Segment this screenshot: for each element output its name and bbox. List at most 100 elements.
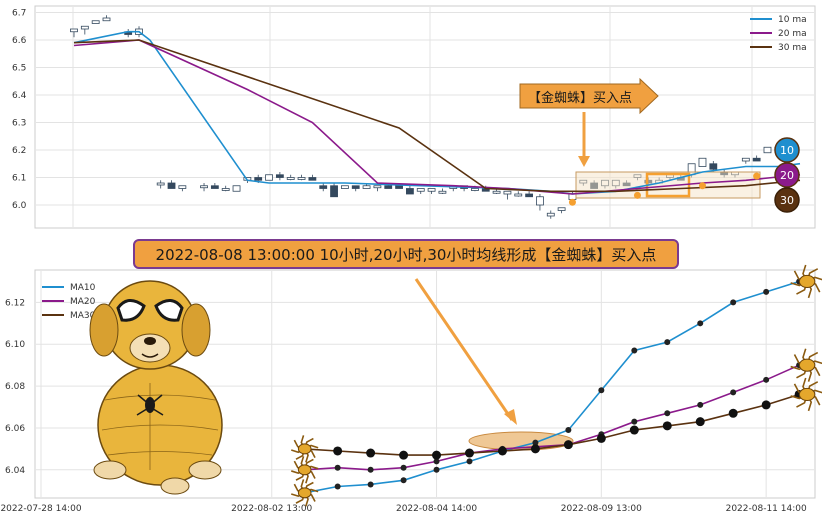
badge-10 bbox=[774, 137, 800, 163]
candle-body bbox=[427, 188, 436, 192]
spider-dog-mascot bbox=[89, 280, 223, 495]
buy-zone-box bbox=[575, 171, 761, 199]
top-buy-dot bbox=[568, 198, 576, 206]
badge-10-label: 10 bbox=[780, 144, 794, 157]
candle-body bbox=[178, 185, 187, 189]
bottom-point-MA10 bbox=[433, 466, 440, 473]
spider-left-ma30 bbox=[291, 435, 319, 463]
badge-30 bbox=[774, 187, 800, 213]
candle-body bbox=[395, 185, 403, 189]
legend-label-MA10: MA10 bbox=[70, 283, 96, 293]
mascot-web-line-4 bbox=[107, 451, 213, 456]
bottom-point-MA10 bbox=[400, 477, 407, 484]
top-buy-dot bbox=[753, 172, 761, 180]
legend-label-MA20: MA20 bbox=[70, 297, 96, 307]
candle-body bbox=[557, 207, 566, 211]
spider-body bbox=[798, 274, 816, 289]
spider-right-ma30 bbox=[790, 377, 822, 412]
candle-body bbox=[254, 177, 263, 181]
candle-body bbox=[514, 193, 523, 197]
bottom-series-MA10 bbox=[304, 280, 800, 494]
candle-body bbox=[319, 185, 328, 189]
bottom-x-tick-label: 2022-08-09 13:00 bbox=[561, 504, 642, 514]
top-y-tick-label: 6.0 bbox=[12, 201, 27, 211]
bottom-point-MA30 bbox=[728, 408, 738, 418]
bottom-point-MA30 bbox=[530, 444, 540, 454]
candle-body bbox=[698, 157, 707, 167]
bottom-y-ticks: 6.12 6.10 6.08 6.06 6.04 bbox=[5, 298, 25, 475]
badge-20-label: 20 bbox=[780, 169, 794, 182]
bottom-point-MA30 bbox=[695, 417, 705, 427]
top-chart-panel: 6.7 6.6 6.5 6.4 6.3 6.2 6.1 6.0 10 ma 20 ma 30 … bbox=[12, 5, 816, 229]
bottom-point-MA10 bbox=[598, 387, 605, 394]
banner-pointer-head bbox=[504, 409, 517, 425]
bottom-x-tick-label: 2022-08-11 14:00 bbox=[726, 504, 807, 514]
candle-body bbox=[80, 25, 89, 30]
legend-label-30ma: 30 ma bbox=[778, 43, 807, 53]
ma-badges: 10 20 30 bbox=[774, 137, 800, 213]
bottom-y-tick-label: 6.10 bbox=[5, 340, 25, 350]
spider-left-ma10 bbox=[291, 479, 319, 507]
mascot-ear-left bbox=[89, 303, 119, 357]
bottom-x-tick-label: 2022-08-02 13:00 bbox=[231, 504, 312, 514]
candle-body bbox=[286, 177, 295, 180]
bottom-point-MA30 bbox=[596, 433, 606, 443]
badge-30-label: 30 bbox=[780, 194, 794, 207]
bottom-series-MA20 bbox=[304, 364, 800, 471]
bottom-point-MA30 bbox=[497, 446, 507, 456]
candle-body bbox=[503, 190, 512, 195]
bottom-point-MA30 bbox=[432, 450, 442, 460]
mascot-muzzle bbox=[129, 333, 171, 363]
mascot-paw-front bbox=[160, 477, 190, 495]
bottom-point-MA30 bbox=[399, 450, 409, 460]
top-y-tick-label: 6.5 bbox=[12, 64, 26, 74]
bottom-ma-lines bbox=[300, 278, 804, 496]
mascot-paw-right bbox=[188, 460, 222, 480]
top-callout-arrow-shape bbox=[519, 77, 659, 115]
top-ma-lines bbox=[73, 30, 801, 206]
bottom-point-MA10 bbox=[730, 299, 737, 306]
mascot-web-line-2 bbox=[104, 394, 216, 401]
top-series-30ma bbox=[73, 39, 801, 193]
bottom-point-MA30 bbox=[366, 448, 376, 458]
spider-body bbox=[798, 358, 816, 372]
candle-body bbox=[546, 212, 555, 217]
bottom-point-MA10 bbox=[664, 339, 671, 346]
bottom-point-MA20 bbox=[664, 410, 671, 417]
bottom-point-MA30 bbox=[563, 440, 573, 450]
candle-body bbox=[351, 185, 360, 189]
candle-body bbox=[167, 182, 176, 189]
top-callout: 【金蜘蛛】买入点 bbox=[519, 77, 659, 167]
candle-body bbox=[362, 185, 371, 189]
bottom-point-MA20 bbox=[763, 376, 770, 383]
spider-right-ma10 bbox=[790, 264, 822, 299]
mascot-ear-right bbox=[181, 303, 211, 357]
bottom-point-MA10 bbox=[763, 288, 770, 295]
top-buy-dot bbox=[633, 191, 641, 199]
bottom-point-MA30 bbox=[662, 421, 672, 431]
top-y-tick-label: 6.6 bbox=[12, 36, 27, 46]
bottom-point-MA20 bbox=[697, 401, 704, 408]
spider-body bbox=[798, 387, 816, 402]
spider-body bbox=[297, 464, 312, 476]
top-y-tick-label: 6.1 bbox=[12, 174, 26, 184]
candle-body bbox=[752, 157, 761, 162]
bottom-point-MA20 bbox=[631, 418, 638, 425]
mascot-mouth bbox=[141, 353, 159, 358]
bottom-y-tick-label: 6.12 bbox=[5, 298, 25, 308]
legend-label-10ma: 10 ma bbox=[778, 15, 807, 25]
candle-body bbox=[210, 185, 219, 189]
candle-body bbox=[525, 193, 534, 198]
top-y-tick-label: 6.4 bbox=[12, 91, 27, 101]
spider-body bbox=[297, 443, 312, 455]
legend-label-MA30: MA30 bbox=[70, 311, 96, 321]
candle-body bbox=[330, 185, 338, 198]
spider-left-ma20 bbox=[291, 456, 319, 484]
bottom-point-MA30 bbox=[761, 400, 771, 410]
top-y-tick-label: 6.7 bbox=[12, 9, 26, 19]
bottom-point-MA30 bbox=[464, 448, 474, 458]
top-y-tick-label: 6.3 bbox=[12, 119, 26, 129]
candle-body bbox=[297, 177, 306, 180]
